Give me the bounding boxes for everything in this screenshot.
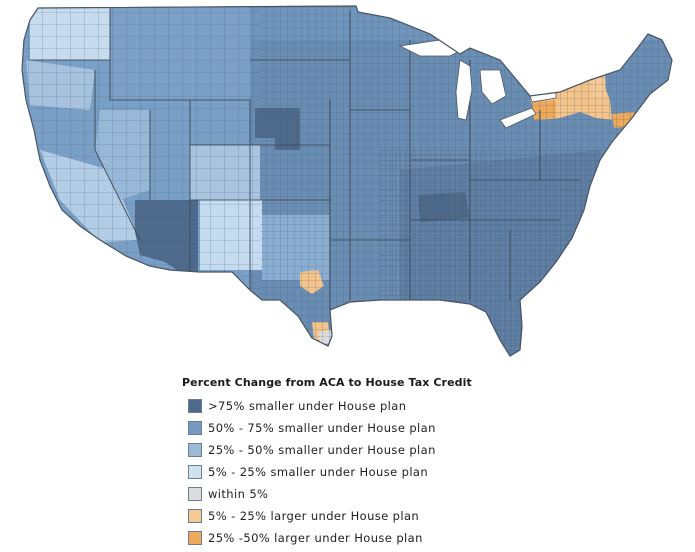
- lake-huron: [479, 69, 507, 105]
- legend-swatch: [188, 487, 202, 501]
- lake-michigan: [455, 59, 473, 121]
- legend-swatch: [188, 465, 202, 479]
- legend-items: >75% smaller under House plan 50% - 75% s…: [182, 395, 602, 549]
- legend-swatch: [188, 421, 202, 435]
- legend-label: 50% - 75% smaller under House plan: [208, 421, 436, 435]
- lake-erie: [499, 107, 537, 129]
- us-county-map: [21, 5, 673, 357]
- legend-item: 5% - 25% larger under House plan: [182, 505, 602, 527]
- legend-label: >75% smaller under House plan: [208, 399, 407, 413]
- us-outline: [21, 5, 673, 357]
- map-svg: [21, 5, 673, 357]
- legend-swatch: [188, 531, 202, 545]
- legend-item: >75% smaller under House plan: [182, 395, 602, 417]
- legend-label: 5% - 25% smaller under House plan: [208, 465, 429, 479]
- legend-label: within 5%: [208, 487, 269, 501]
- legend-title: Percent Change from ACA to House Tax Cre…: [182, 376, 472, 389]
- state-borders: [30, 8, 580, 310]
- legend-item: 5% - 25% smaller under House plan: [182, 461, 602, 483]
- legend-label: 25% - 50% smaller under House plan: [208, 443, 436, 457]
- legend-label: 25% -50% larger under House plan: [208, 531, 423, 545]
- legend-item: 25% - 50% smaller under House plan: [182, 439, 602, 461]
- map-legend: Percent Change from ACA to House Tax Cre…: [182, 376, 602, 549]
- legend-swatch: [188, 443, 202, 457]
- legend-swatch: [188, 399, 202, 413]
- legend-swatch: [188, 509, 202, 523]
- legend-item: 25% -50% larger under House plan: [182, 527, 602, 549]
- legend-item: 50% - 75% smaller under House plan: [182, 417, 602, 439]
- legend-label: 5% - 25% larger under House plan: [208, 509, 420, 523]
- legend-item: within 5%: [182, 483, 602, 505]
